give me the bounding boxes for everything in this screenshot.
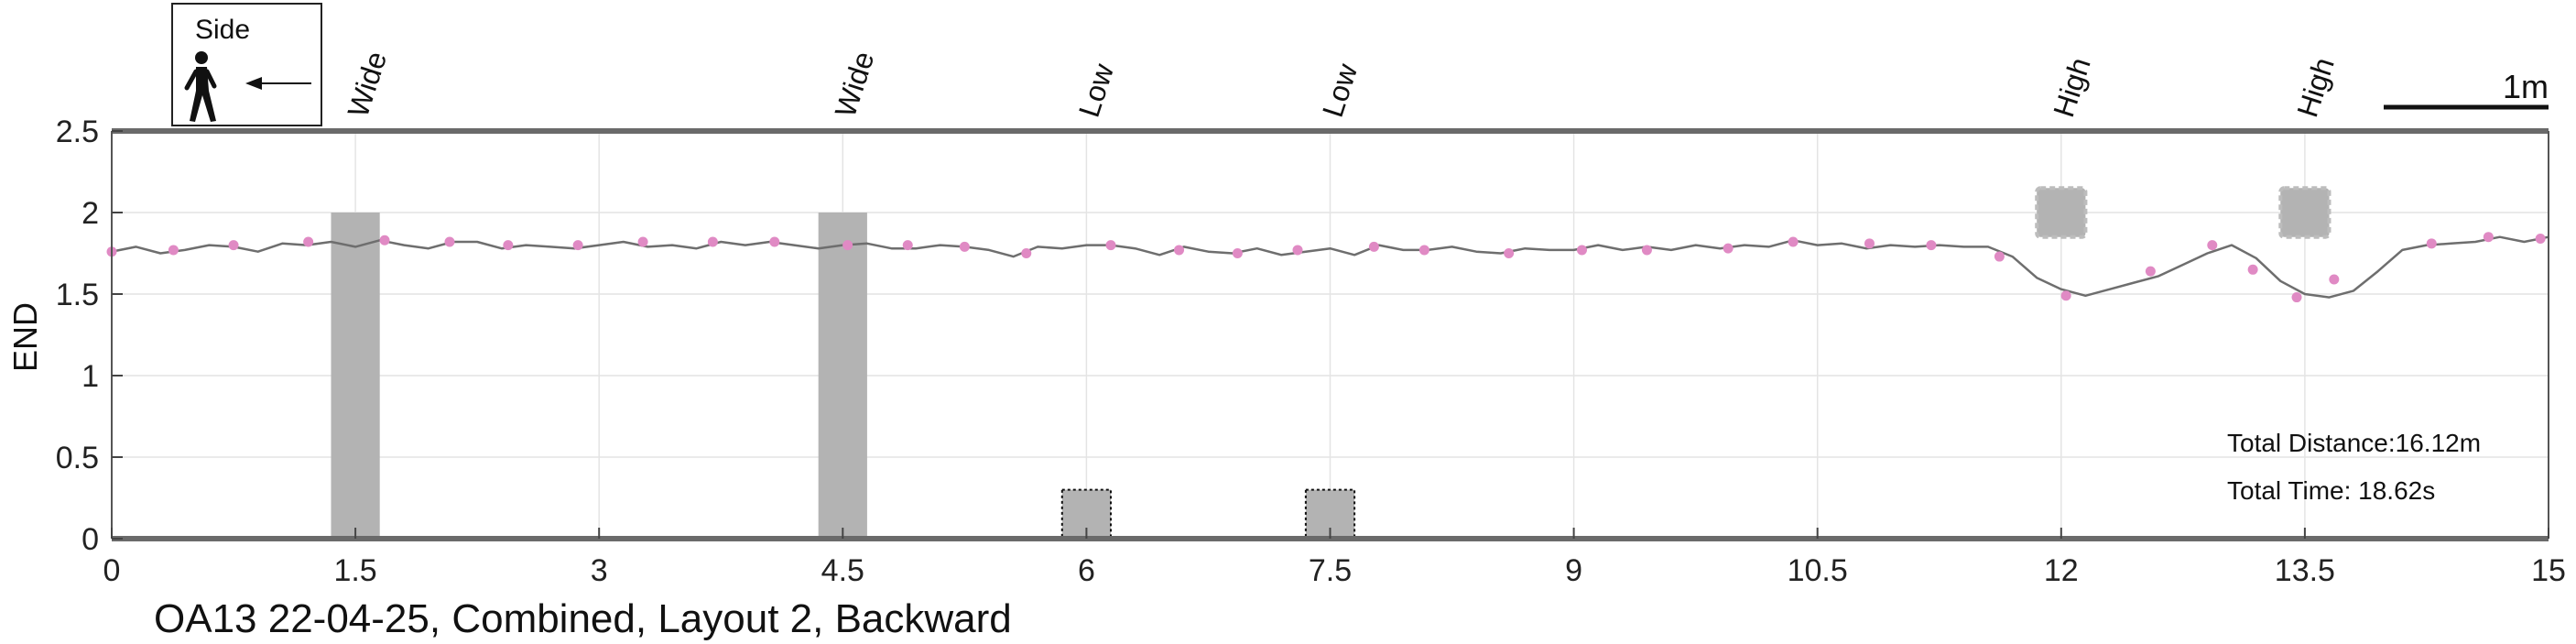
marker-layer bbox=[106, 232, 2546, 303]
data-point bbox=[1174, 245, 1185, 256]
data-point bbox=[1788, 236, 1799, 247]
data-point bbox=[1418, 245, 1429, 256]
left-arrow-icon bbox=[245, 77, 311, 90]
data-point bbox=[2291, 292, 2302, 303]
series-layer bbox=[111, 235, 2549, 299]
obstacle-label: Wide bbox=[342, 48, 394, 121]
obstacle-label: Low bbox=[1072, 59, 1121, 121]
legend-frame bbox=[171, 3, 322, 126]
y-tick-label: 0.5 bbox=[56, 441, 99, 475]
y-tick-label: 1.5 bbox=[56, 278, 99, 312]
data-point bbox=[1232, 248, 1243, 258]
data-point bbox=[444, 236, 455, 247]
x-tick-label: 7.5 bbox=[1309, 553, 1352, 588]
x-tick-label: 12 bbox=[2044, 553, 2079, 588]
x-tick-label: 9 bbox=[1565, 553, 1582, 588]
data-point bbox=[379, 235, 390, 246]
y-tick-label: 2.5 bbox=[56, 115, 99, 149]
x-tick-label: 13.5 bbox=[2275, 553, 2335, 588]
legend-box: Side bbox=[171, 3, 322, 126]
x-tick-label: 6 bbox=[1078, 553, 1095, 588]
data-point bbox=[2483, 232, 2494, 243]
data-point bbox=[168, 245, 179, 256]
data-point bbox=[1105, 240, 1116, 251]
scale-bar: 1m bbox=[2384, 68, 2549, 110]
obstacle-high bbox=[2035, 186, 2088, 239]
data-point bbox=[1368, 241, 1379, 252]
data-point bbox=[2060, 290, 2071, 301]
x-tick-label: 10.5 bbox=[1788, 553, 1848, 588]
grid-layer bbox=[111, 130, 2549, 540]
walking-person-icon bbox=[184, 51, 217, 122]
data-point bbox=[228, 240, 239, 251]
data-point bbox=[1292, 245, 1303, 256]
data-point bbox=[2329, 274, 2340, 285]
total-time: Total Time: 18.62s bbox=[2227, 476, 2435, 505]
data-point bbox=[637, 236, 648, 247]
data-point bbox=[1926, 240, 1937, 251]
obstacle-label: Low bbox=[1316, 59, 1364, 121]
data-point bbox=[1723, 243, 1734, 254]
scale-bar-label: 1m bbox=[2503, 68, 2549, 105]
data-point bbox=[769, 236, 780, 247]
x-tick-label: 0 bbox=[103, 553, 121, 588]
data-point bbox=[842, 240, 853, 251]
data-point bbox=[303, 236, 314, 247]
data-point bbox=[2145, 266, 2156, 277]
y-tick-label: 0 bbox=[82, 522, 99, 557]
axes-layer bbox=[111, 128, 2549, 541]
data-point bbox=[1641, 245, 1652, 256]
data-point bbox=[1994, 251, 2005, 262]
data-point bbox=[572, 240, 583, 251]
data-point bbox=[2426, 238, 2437, 249]
obstacle-layer bbox=[331, 186, 2331, 540]
obstacle-label: High bbox=[2290, 53, 2341, 121]
y-tick-label: 2 bbox=[82, 196, 99, 231]
chart-title: OA13 22-04-25, Combined, Layout 2, Backw… bbox=[154, 596, 1012, 641]
legend-label: Side bbox=[195, 15, 250, 45]
data-point bbox=[2535, 233, 2546, 244]
obstacle-label: High bbox=[2047, 53, 2097, 121]
obstacle-wide bbox=[818, 213, 867, 539]
x-tick-label: 3 bbox=[591, 553, 608, 588]
x-tick-label: 1.5 bbox=[333, 553, 376, 588]
data-point bbox=[902, 240, 913, 251]
y-tick-label: 1 bbox=[82, 359, 99, 394]
total-distance: Total Distance:16.12m bbox=[2227, 429, 2481, 457]
data-point bbox=[1021, 248, 1032, 258]
end-series-line bbox=[111, 235, 2549, 299]
data-point bbox=[2247, 264, 2258, 275]
data-point bbox=[1576, 245, 1587, 256]
obstacle-label: Wide bbox=[829, 48, 881, 121]
data-point bbox=[707, 236, 718, 247]
x-tick-label: 15 bbox=[2531, 553, 2566, 588]
data-point bbox=[1504, 248, 1515, 258]
data-point bbox=[959, 241, 970, 252]
y-axis-label: END bbox=[6, 302, 44, 372]
x-tick-label: 4.5 bbox=[821, 553, 864, 588]
data-point bbox=[2207, 240, 2218, 251]
data-point bbox=[503, 240, 514, 251]
data-point bbox=[1864, 238, 1875, 249]
obstacle-high bbox=[2278, 186, 2331, 239]
obstacle-wide bbox=[331, 213, 380, 539]
